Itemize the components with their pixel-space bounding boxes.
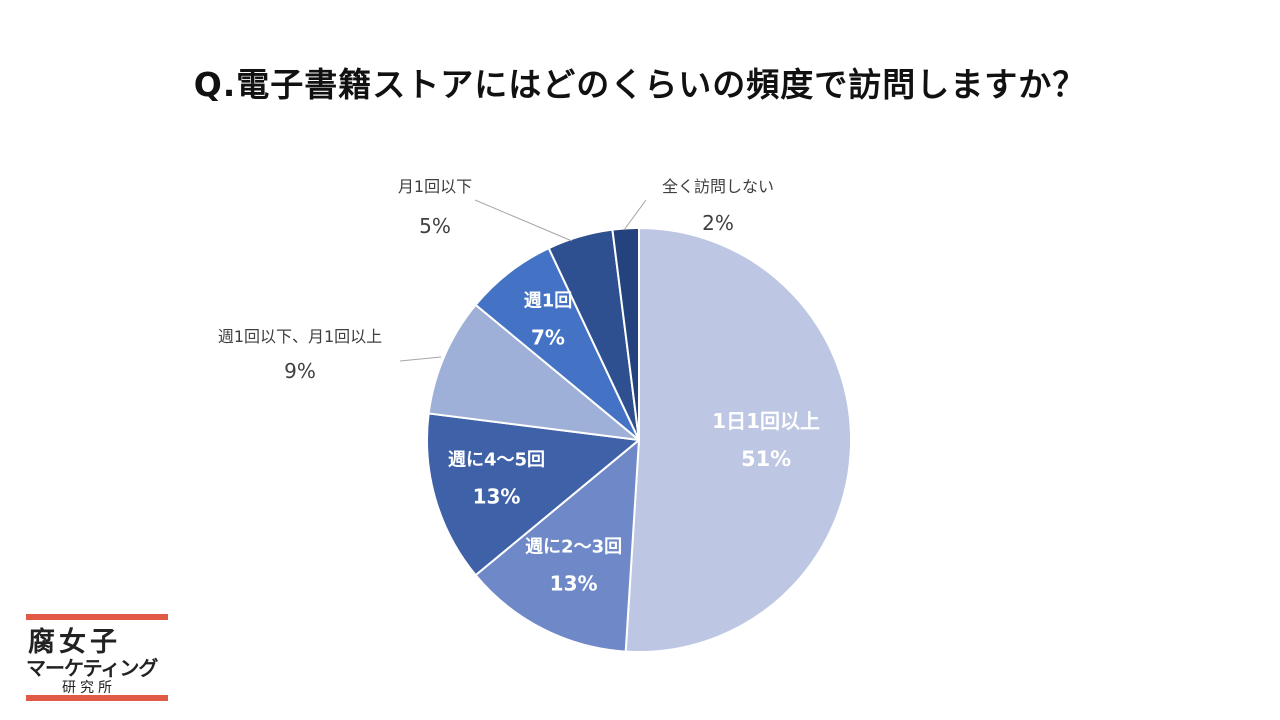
slice-1-label: 1日1回以上 (712, 409, 820, 433)
logo-accent-bar-top (26, 614, 168, 620)
slice-4-value-label: 9% (284, 359, 316, 383)
slice-6-label: 月1回以下 (398, 177, 472, 196)
slice-3-wedge (426, 412, 640, 577)
slice-3-value-label: 13% (473, 484, 521, 508)
slice-5-value-label: 7% (531, 326, 565, 350)
slice-2-value-label: 13% (550, 571, 598, 595)
slice-3-label: 週に4～5回 (448, 449, 545, 470)
company-logo: 腐女子 マーケティング 研究所 (22, 610, 172, 702)
slice-1-wedge (624, 227, 852, 653)
slice-4-wedge (427, 303, 640, 441)
slice-7-value-label: 2% (702, 211, 734, 235)
pie-slices (426, 227, 852, 653)
slice-6-value-label: 5% (419, 214, 451, 238)
slice-7-label: 全く訪問しない (662, 177, 774, 196)
chart-title: Q.電子書籍ストアにはどのくらいの頻度で訪問しますか？ (193, 65, 1087, 104)
slice-6-leader-line (474, 199, 573, 242)
logo-text-line2: マーケティング (26, 656, 158, 680)
pie-labels: 1日1回以上 51% 週に2～3回 13% 週に4～5回 13% 週1回以下、月1回以上 9%… (218, 177, 820, 595)
slice-2-wedge (474, 439, 640, 653)
logo-accent-bar-bottom (26, 695, 168, 701)
slice-4-leader-line (399, 356, 442, 362)
slice-2-label: 週に2～3回 (525, 536, 622, 557)
logo-text-line1: 腐女子 (28, 627, 121, 658)
slice-4-label: 週1回以下、月1回以上 (218, 327, 382, 346)
slice-5-label: 週1回 (524, 291, 573, 312)
slice-7-leader-line (623, 199, 647, 231)
logo-text-line3: 研究所 (62, 680, 116, 696)
slice-1-value-label: 51% (741, 447, 791, 471)
